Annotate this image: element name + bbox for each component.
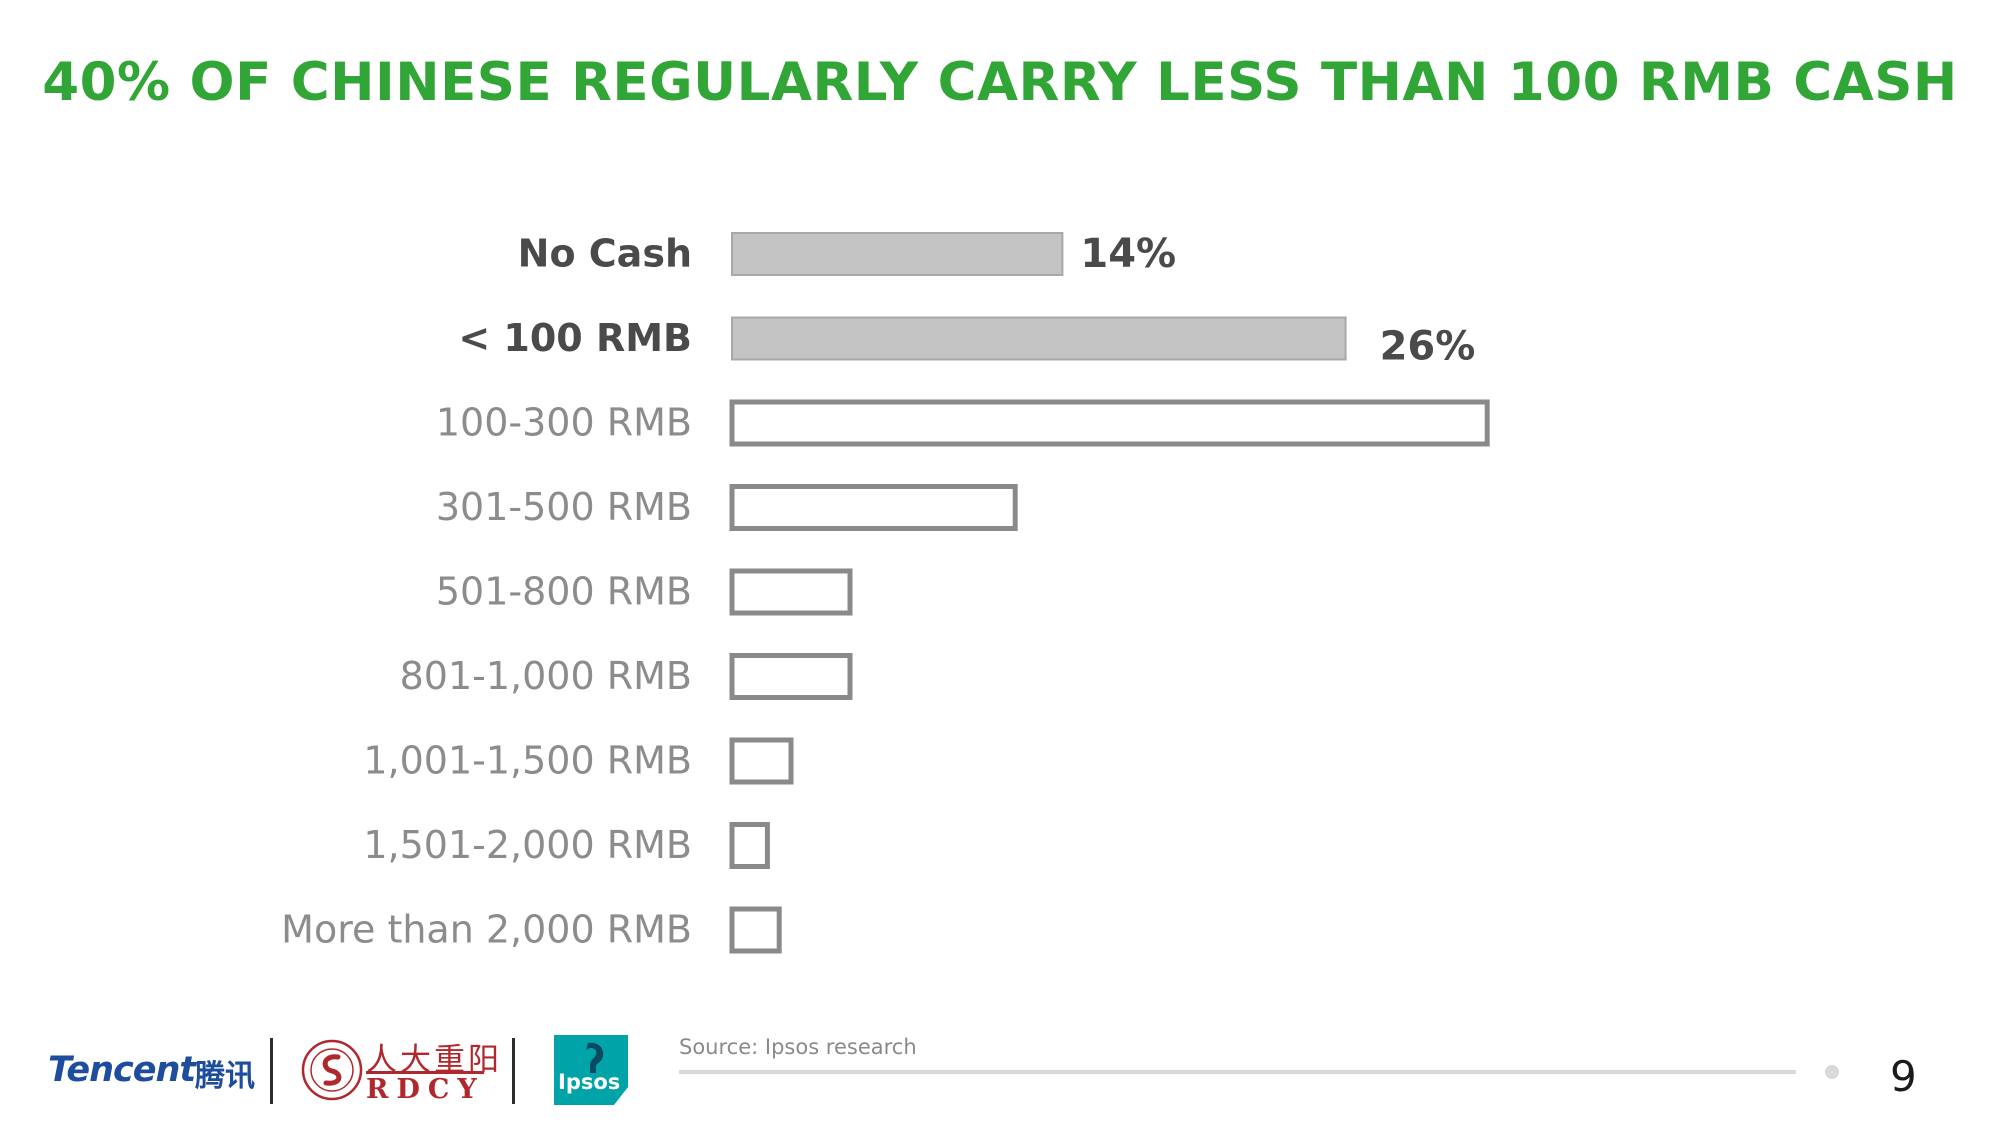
tencent-logo-cn: 腾讯	[195, 1059, 255, 1094]
bar-chart: No Cash 14% < 100 RMB 26% 100-300 RMB 301-500…	[281, 231, 1490, 954]
page-number: 9	[1890, 1052, 1917, 1101]
footer-divider	[512, 1038, 515, 1104]
category-label: 100-300 RMB	[436, 401, 692, 445]
category-label: No Cash	[518, 232, 692, 276]
bar-8	[729, 906, 782, 954]
footer-dot	[1825, 1065, 1839, 1079]
bar-4	[729, 568, 853, 616]
rdcy-logo-en: RDCY	[366, 1074, 485, 1105]
bar-0	[731, 232, 1064, 276]
bar-5	[729, 653, 853, 700]
rdcy-underline	[366, 1071, 484, 1074]
tencent-logo: Tencent	[48, 1050, 196, 1090]
bar-7	[729, 822, 770, 869]
value-label: 14%	[1080, 231, 1176, 277]
category-label: < 100 RMB	[458, 316, 692, 360]
bar-6	[729, 737, 794, 785]
category-label: 501-800 RMB	[436, 570, 692, 614]
value-label: 26%	[1380, 324, 1476, 370]
slide-title: 40% OF CHINESE REGULARLY CARRY LESS THAN…	[42, 52, 1958, 113]
ipsos-logo-text: Ipsos	[558, 1070, 621, 1094]
category-label: 1,501-2,000 RMB	[363, 823, 692, 867]
bar-1	[731, 316, 1347, 361]
category-label: 301-500 RMB	[436, 485, 692, 529]
ipsos-logo-icon	[554, 1035, 628, 1105]
footer-divider	[270, 1038, 273, 1104]
rdcy-emblem-icon	[301, 1039, 363, 1101]
category-label: More than 2,000 RMB	[281, 908, 692, 952]
bar-3	[729, 484, 1018, 531]
bar-2	[729, 399, 1490, 447]
source-note: Source: Ipsos research	[679, 1035, 917, 1059]
category-label: 801-1,000 RMB	[400, 654, 692, 698]
footer-rule	[679, 1070, 1796, 1074]
category-label: 1,001-1,500 RMB	[363, 739, 692, 783]
